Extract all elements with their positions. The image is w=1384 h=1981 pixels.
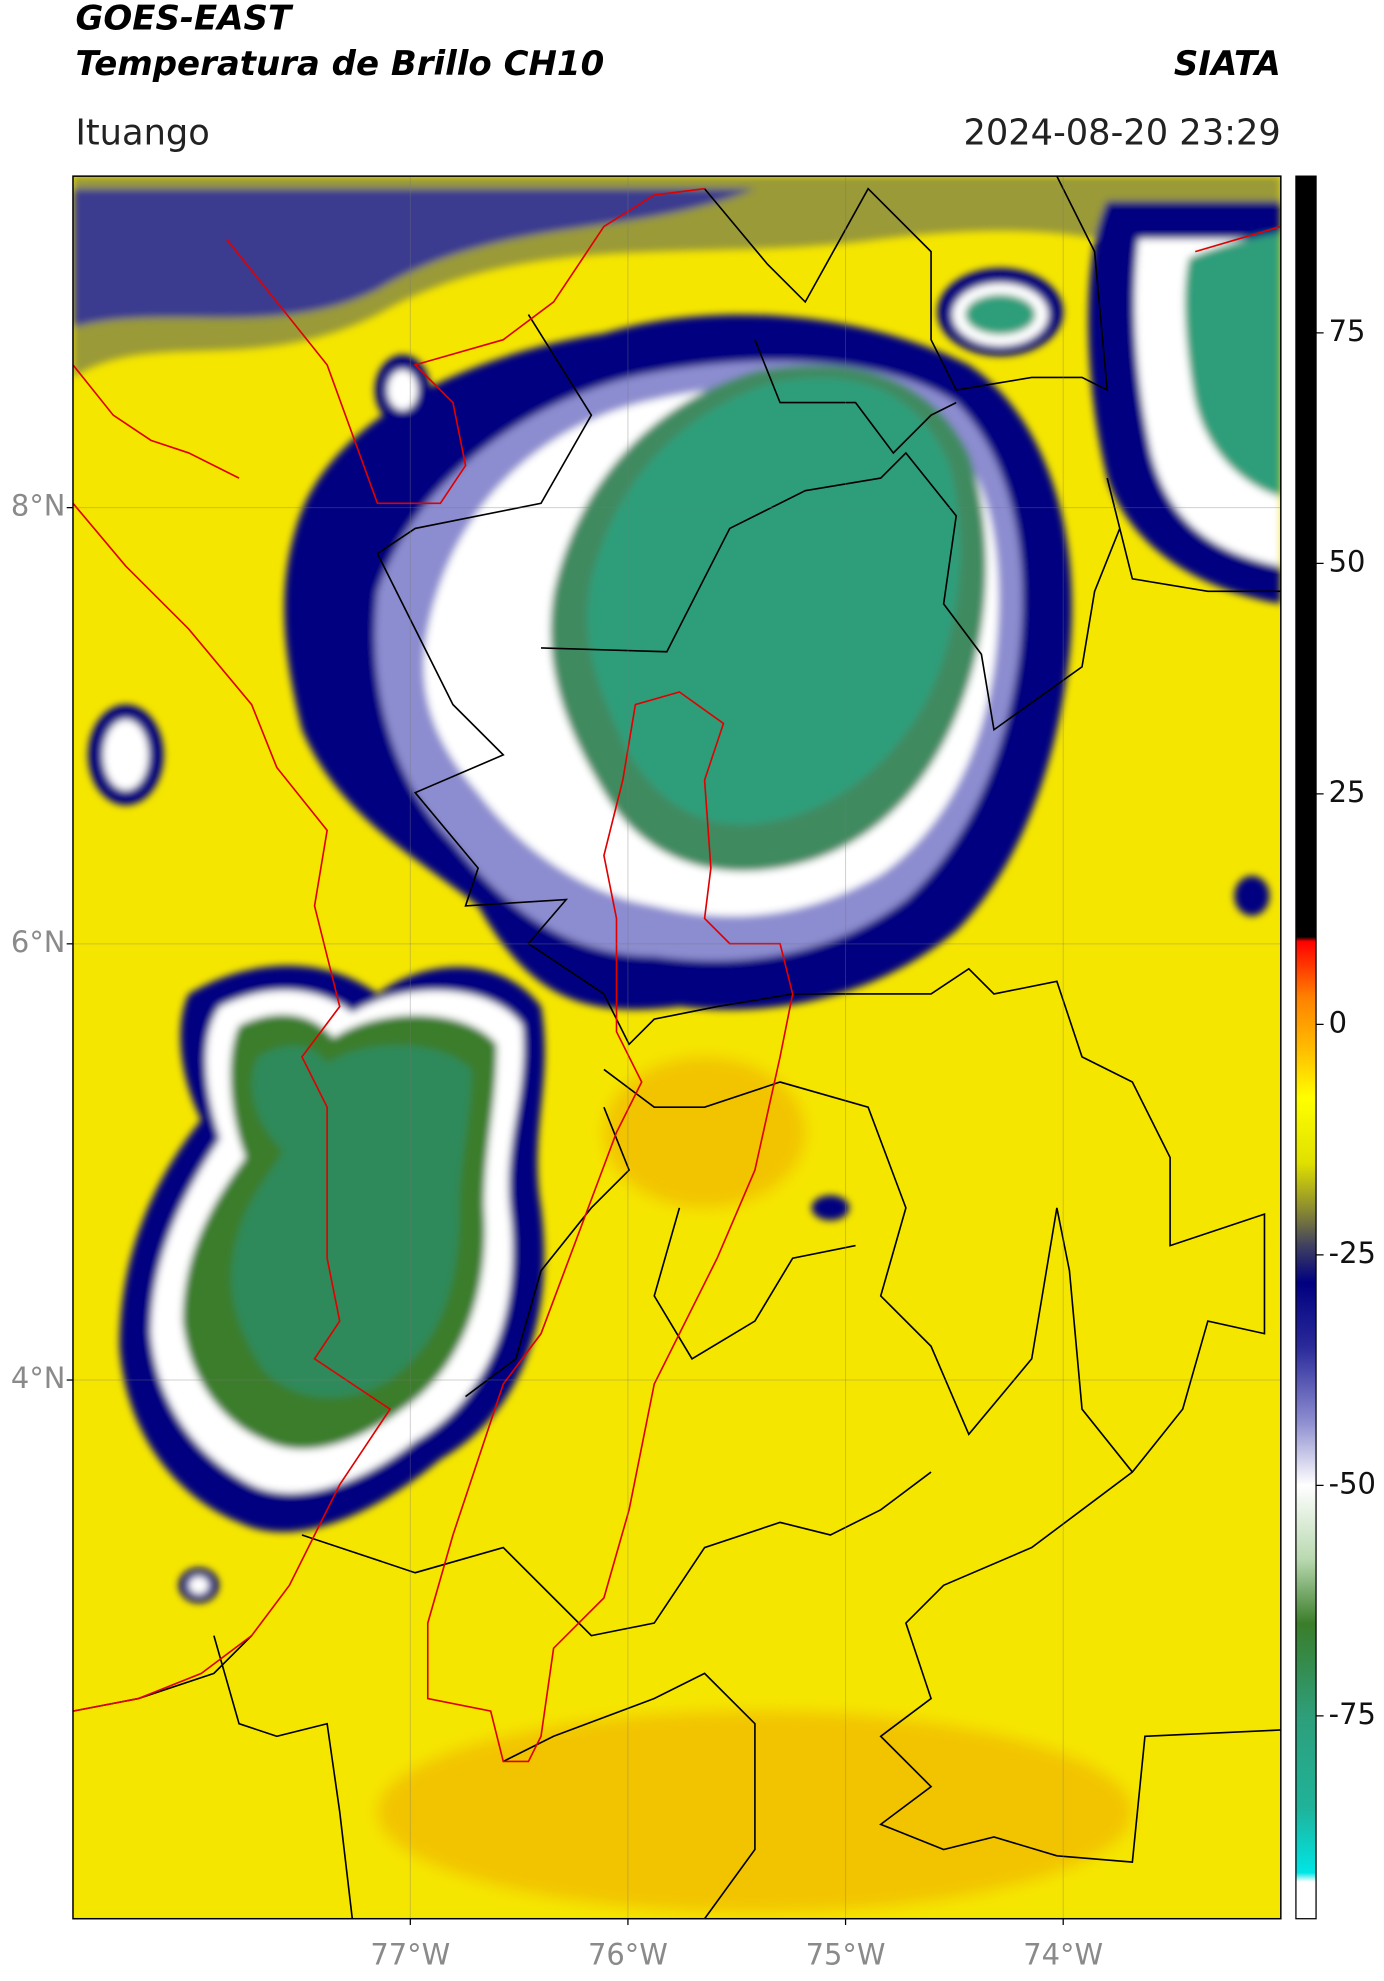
x-tick-label: 74°W: [1023, 1937, 1103, 1971]
location: Ituango: [75, 113, 209, 154]
x-tick-label: 76°W: [588, 1937, 668, 1971]
colorbar-tick-label: -50: [1329, 1466, 1376, 1500]
colorbar-tick-label: -75: [1329, 1697, 1376, 1731]
colorbar-tick-label: 50: [1329, 544, 1366, 578]
x-tick-label: 77°W: [370, 1937, 450, 1971]
timestamp: 2024-08-20 23:29: [963, 113, 1280, 154]
grid: [72, 176, 1281, 1919]
colorbar-tick-label: 75: [1329, 314, 1366, 348]
map-imagery: [72, 176, 1281, 1919]
colorbar-tick-label: 25: [1329, 775, 1366, 809]
y-tick-label: 6°N: [11, 925, 66, 959]
colorbar-tick-label: -25: [1329, 1236, 1376, 1270]
map-frame: [72, 175, 1282, 1920]
subtitle: Temperatura de Brillo CH10: [75, 44, 604, 84]
x-tick-label: 75°W: [806, 1937, 886, 1971]
borders: [72, 176, 1281, 1919]
source: SIATA: [1174, 44, 1281, 84]
colorbar: [1295, 175, 1317, 1920]
title: GOES-EAST: [75, 0, 293, 39]
y-tick-label: 8°N: [11, 489, 66, 523]
colorbar-tick-label: 0: [1329, 1005, 1347, 1039]
y-tick-label: 4°N: [11, 1361, 66, 1395]
